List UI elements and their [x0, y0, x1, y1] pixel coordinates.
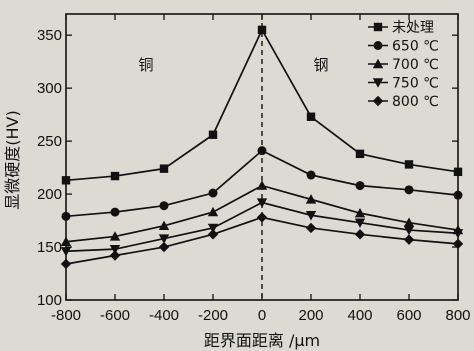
- legend-label: 未处理: [392, 20, 434, 36]
- data-point: [403, 217, 415, 227]
- legend-label: 750 ℃: [392, 76, 439, 92]
- legend-marker: [372, 95, 384, 107]
- data-point: [109, 231, 121, 241]
- legend-marker: [373, 22, 383, 32]
- series-group: [61, 146, 463, 221]
- data-point: [305, 222, 317, 234]
- data-point: [110, 171, 120, 181]
- data-point: [256, 180, 268, 190]
- x-axis-title: 距界面距离 /μm: [204, 331, 320, 350]
- copper-region-label: 铜: [138, 56, 153, 74]
- data-point: [159, 201, 169, 211]
- y-tick-label: 350: [37, 27, 62, 44]
- data-point: [109, 250, 121, 261]
- data-point: [403, 225, 415, 236]
- data-point: [305, 211, 317, 221]
- data-point: [256, 198, 268, 208]
- data-point: [404, 185, 414, 195]
- data-point: [404, 160, 414, 169]
- legend-label: 650 ℃: [392, 39, 439, 55]
- data-point: [158, 220, 170, 231]
- legend-marker: [372, 58, 384, 69]
- data-point: [354, 229, 366, 240]
- data-point: [355, 149, 365, 159]
- y-tick-label: 250: [37, 133, 62, 150]
- data-point: [207, 206, 219, 217]
- data-point: [208, 130, 218, 139]
- data-point: [256, 212, 268, 223]
- data-point: [110, 207, 120, 217]
- x-tick-label: 200: [298, 307, 323, 324]
- data-point: [257, 25, 267, 35]
- x-tick-label: 0: [258, 307, 266, 324]
- legend-label: 800 ℃: [392, 94, 439, 110]
- x-tick-label: -800: [51, 307, 81, 324]
- y-axis-title: 显微硬度(HV): [3, 110, 22, 209]
- legend-label: 700 ℃: [392, 57, 439, 73]
- y-tick-label: 100: [37, 292, 62, 309]
- data-point: [158, 234, 170, 244]
- data-point: [305, 194, 317, 204]
- data-point: [306, 112, 316, 121]
- steel-region-label: 钢: [313, 56, 328, 74]
- legend-marker: [372, 78, 384, 88]
- data-point: [306, 170, 316, 180]
- legend-marker: [373, 41, 383, 50]
- data-point: [208, 188, 218, 198]
- x-tick-label: -200: [198, 307, 228, 324]
- data-point: [159, 164, 169, 173]
- x-tick-label: -400: [149, 307, 179, 324]
- data-point: [158, 241, 170, 253]
- x-tick-label: 400: [347, 307, 372, 324]
- data-point: [257, 146, 267, 156]
- data-point: [354, 207, 366, 218]
- x-tick-label: 600: [396, 307, 421, 324]
- data-point: [354, 218, 366, 228]
- y-tick-label: 200: [37, 186, 62, 203]
- data-point: [355, 181, 365, 191]
- data-point: [207, 229, 219, 240]
- x-tick-label: -600: [100, 307, 130, 324]
- y-tick-label: 150: [37, 239, 62, 256]
- y-tick-label: 300: [37, 80, 62, 97]
- data-point: [403, 234, 415, 245]
- data-point: [109, 244, 121, 255]
- data-point: [207, 223, 219, 234]
- x-tick-label: 800: [445, 307, 470, 324]
